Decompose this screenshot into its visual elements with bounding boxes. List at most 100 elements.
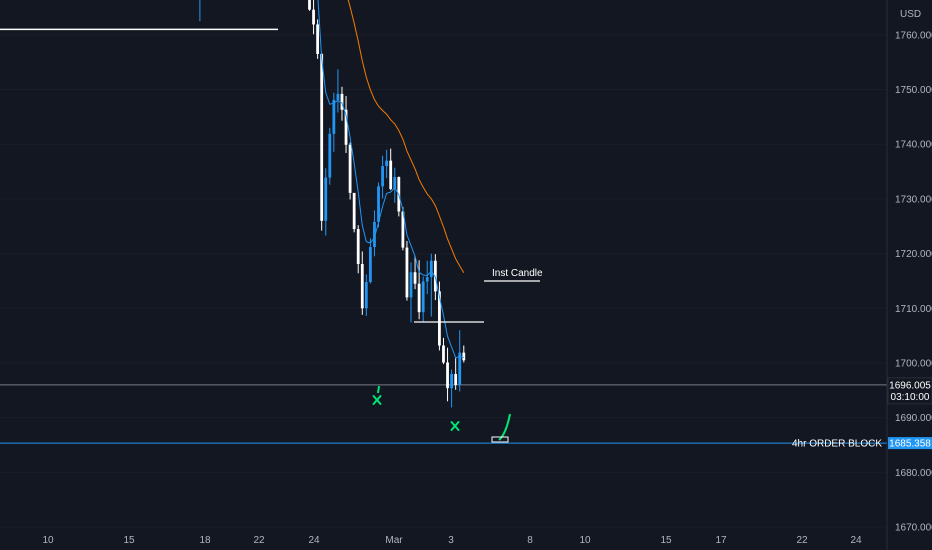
- candle-body: [352, 192, 356, 230]
- candle-body: [344, 109, 348, 145]
- x-tick-label: 10: [579, 535, 591, 546]
- candle-body: [433, 260, 437, 292]
- candle: [421, 276, 425, 322]
- candle-body: [413, 272, 417, 284]
- price-levels: DAILY ORDER BLOCK4hr ORDER BLOCK: [0, 384, 887, 450]
- candle-body: [312, 9, 315, 25]
- annotations: Inst Candle: [0, 28, 543, 443]
- candle-body: [340, 93, 344, 110]
- candle: [344, 96, 348, 153]
- candle: [450, 369, 453, 408]
- 4hr-order-block-line-label: 4hr ORDER BLOCK: [792, 439, 882, 450]
- candle-body: [389, 160, 393, 190]
- candle-body: [381, 166, 384, 187]
- badge-current-price: 1696.005: [889, 380, 931, 391]
- ema-slow-line: [347, 0, 465, 274]
- x-tick-label: 15: [123, 535, 135, 546]
- candle-body: [425, 277, 429, 282]
- candle-body: [377, 186, 380, 222]
- ema-fast-line: [317, 0, 464, 359]
- x-stroke: [450, 421, 460, 431]
- candle: [417, 260, 421, 320]
- candle-body: [401, 211, 405, 248]
- candle-body: [336, 93, 340, 100]
- candle: [442, 337, 445, 365]
- x-tick-label: 18: [199, 535, 211, 546]
- candle: [312, 0, 315, 35]
- candle: [360, 251, 364, 315]
- y-tick-label: 1680.000: [895, 468, 932, 479]
- badge-4hr-ob: [888, 437, 932, 450]
- price-axis[interactable]: USD 1670.000 1680.000 1690.000 1700.000 1710…: [886, 0, 932, 550]
- candle-body: [348, 144, 352, 193]
- candle: [425, 260, 429, 295]
- candle: [401, 207, 405, 251]
- candle: [438, 281, 441, 351]
- candle-body: [405, 247, 409, 298]
- currency-label: USD: [900, 9, 921, 20]
- green-x-mark-right: [450, 421, 460, 431]
- y-tick-label: 1730.000: [895, 194, 932, 205]
- candle: [389, 148, 393, 191]
- candle: [356, 225, 360, 274]
- candle: [373, 210, 376, 257]
- candle: [462, 345, 466, 363]
- candle: [413, 255, 417, 290]
- candle-body: [308, 0, 311, 10]
- candle-body: [458, 352, 462, 385]
- x-tick-label: 10: [42, 535, 54, 546]
- candle-body: [421, 281, 425, 313]
- y-tick-label: 1740.000: [895, 140, 932, 151]
- candle: [348, 142, 352, 200]
- candle-body: [332, 99, 336, 134]
- candle-body: [438, 291, 441, 346]
- candle-body: [360, 264, 364, 309]
- x-tick-label: Mar: [385, 535, 403, 546]
- candle: [199, 0, 201, 22]
- y-tick-label: 1760.000: [895, 30, 932, 41]
- x-tick-label: 22: [253, 535, 265, 546]
- candle-body: [446, 362, 449, 389]
- price-badges: 1783.2401783.2401775.5181696.00503:10:00…: [887, 377, 932, 450]
- green-x-mark-left: [372, 395, 382, 405]
- candle: [336, 69, 340, 113]
- x-tick-label: 3: [448, 535, 454, 546]
- candle-body: [369, 247, 372, 283]
- candle: [369, 238, 372, 284]
- y-tick-label: 1690.000: [895, 413, 932, 424]
- inst-candle-label: Inst Candle: [492, 268, 543, 279]
- candle-body: [364, 282, 368, 309]
- candle: [320, 52, 324, 231]
- candle-body: [450, 373, 453, 389]
- candle-body: [409, 272, 413, 298]
- badge-countdown: 03:10:00: [891, 392, 930, 403]
- candle-body: [454, 373, 458, 385]
- candle: [324, 168, 328, 236]
- badge-current-bg: [887, 377, 932, 405]
- candle: [385, 149, 389, 179]
- y-tick-label: 1700.000: [895, 359, 932, 370]
- candle-body: [385, 160, 389, 167]
- moving-averages: [317, 0, 465, 359]
- candle-body: [462, 352, 466, 361]
- x-tick-label: 17: [715, 535, 727, 546]
- candle: [454, 358, 458, 390]
- y-tick-label: 1710.000: [895, 304, 932, 315]
- candle-body: [393, 177, 397, 190]
- x-tick-label: 22: [796, 535, 808, 546]
- y-tick-label: 1750.000: [895, 85, 932, 96]
- candle: [405, 241, 409, 301]
- time-axis[interactable]: 10 15 18 22 24 Mar 3 8 10 15 17 22 24: [42, 535, 862, 546]
- x-tick-label: 24: [850, 535, 862, 546]
- x-stroke: [372, 395, 382, 405]
- candle: [308, 0, 311, 11]
- candle: [381, 155, 384, 199]
- candle: [409, 262, 413, 323]
- green-tick: [377, 385, 380, 394]
- candle-body: [429, 260, 433, 278]
- candle-body: [328, 133, 332, 178]
- y-tick-label: 1670.000: [895, 523, 932, 534]
- candle-body: [356, 229, 360, 265]
